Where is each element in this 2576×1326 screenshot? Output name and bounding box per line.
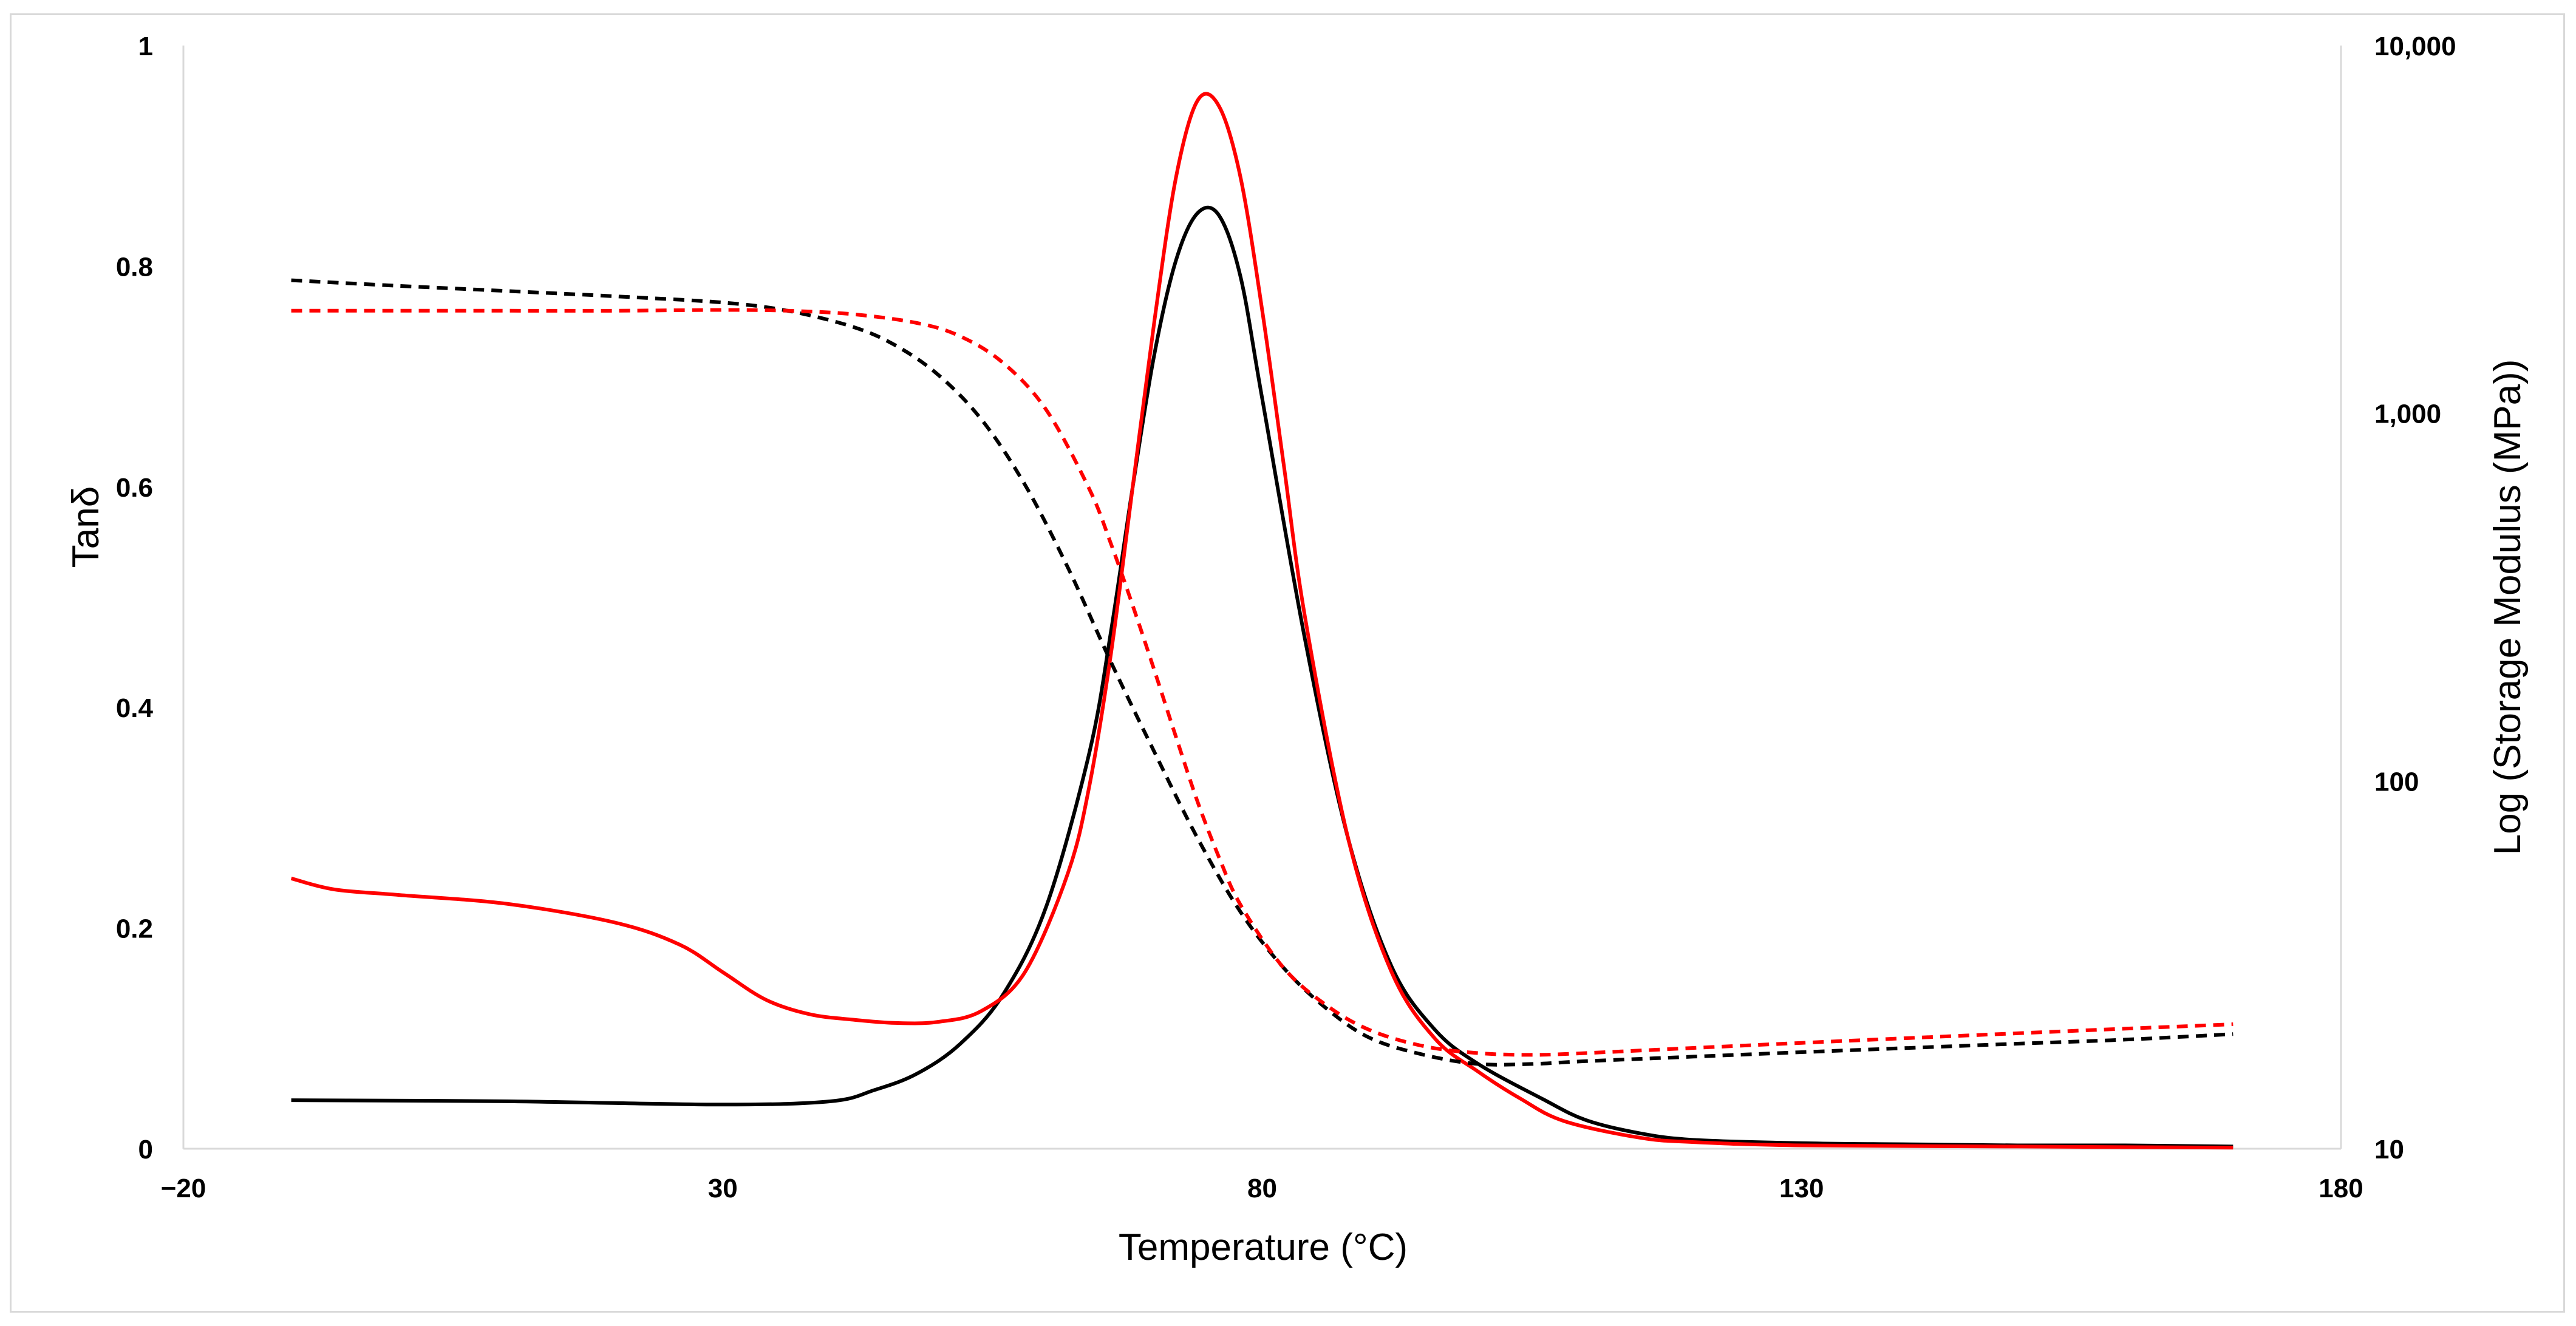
y-left-tick-label: 0.4: [116, 693, 154, 723]
y-left-tick-label: 0.2: [116, 914, 153, 944]
x-tick-label: 180: [2319, 1174, 2363, 1203]
y-right-tick-label: 100: [2374, 767, 2419, 797]
y-left-tick-label: 0: [138, 1135, 153, 1164]
x-tick-label: 80: [1247, 1174, 1277, 1203]
tick-labels: −20 30 80 130 180 0 0.2 0.4 0.6 0.8 1 10 100 1,000 10,…: [116, 32, 2456, 1203]
x-tick-label: 30: [708, 1174, 738, 1203]
tan-delta-black-line: [291, 205, 2234, 1149]
y-right-axis-title: Log (Storage Modulus (MPa)): [2487, 359, 2529, 855]
chart-frame: [10, 13, 2565, 1313]
y-left-axis-title: Tanδ: [65, 486, 107, 568]
series-layer: [290, 92, 2234, 1150]
y-left-tick-label: 0.6: [116, 473, 153, 503]
x-axis-title: Temperature (°C): [1119, 1226, 1408, 1268]
y-right-tick-label: 10: [2374, 1135, 2404, 1164]
tan-delta-red-line: [290, 92, 2234, 1150]
axes: [182, 46, 2342, 1150]
y-left-tick-label: 1: [138, 32, 153, 61]
y-left-tick-label: 0.8: [116, 252, 153, 282]
y-right-tick-label: 1,000: [2374, 399, 2441, 429]
storage-modulus-black-dashed-line: [291, 278, 2234, 1067]
x-tick-label: 130: [1779, 1174, 1824, 1203]
y-right-tick-label: 10,000: [2374, 32, 2456, 61]
x-tick-label: −20: [161, 1174, 206, 1203]
